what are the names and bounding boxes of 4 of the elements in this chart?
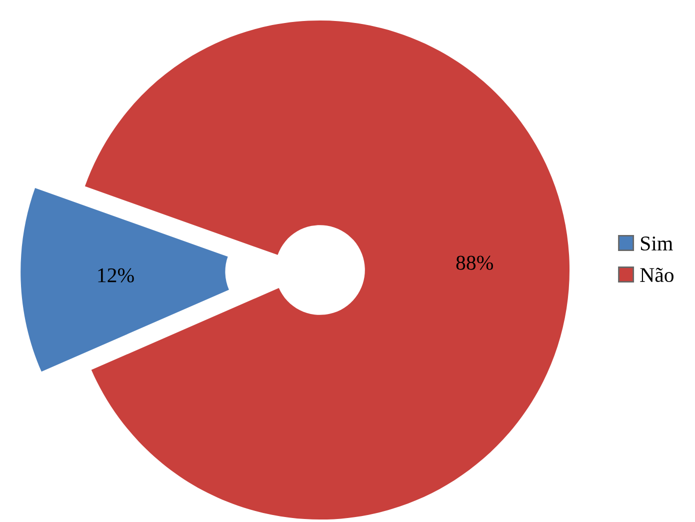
data-label: 88%: [456, 256, 493, 270]
legend-label: Sim: [640, 236, 673, 251]
data-label: 12%: [98, 268, 134, 282]
legend-label: Não: [640, 268, 674, 282]
